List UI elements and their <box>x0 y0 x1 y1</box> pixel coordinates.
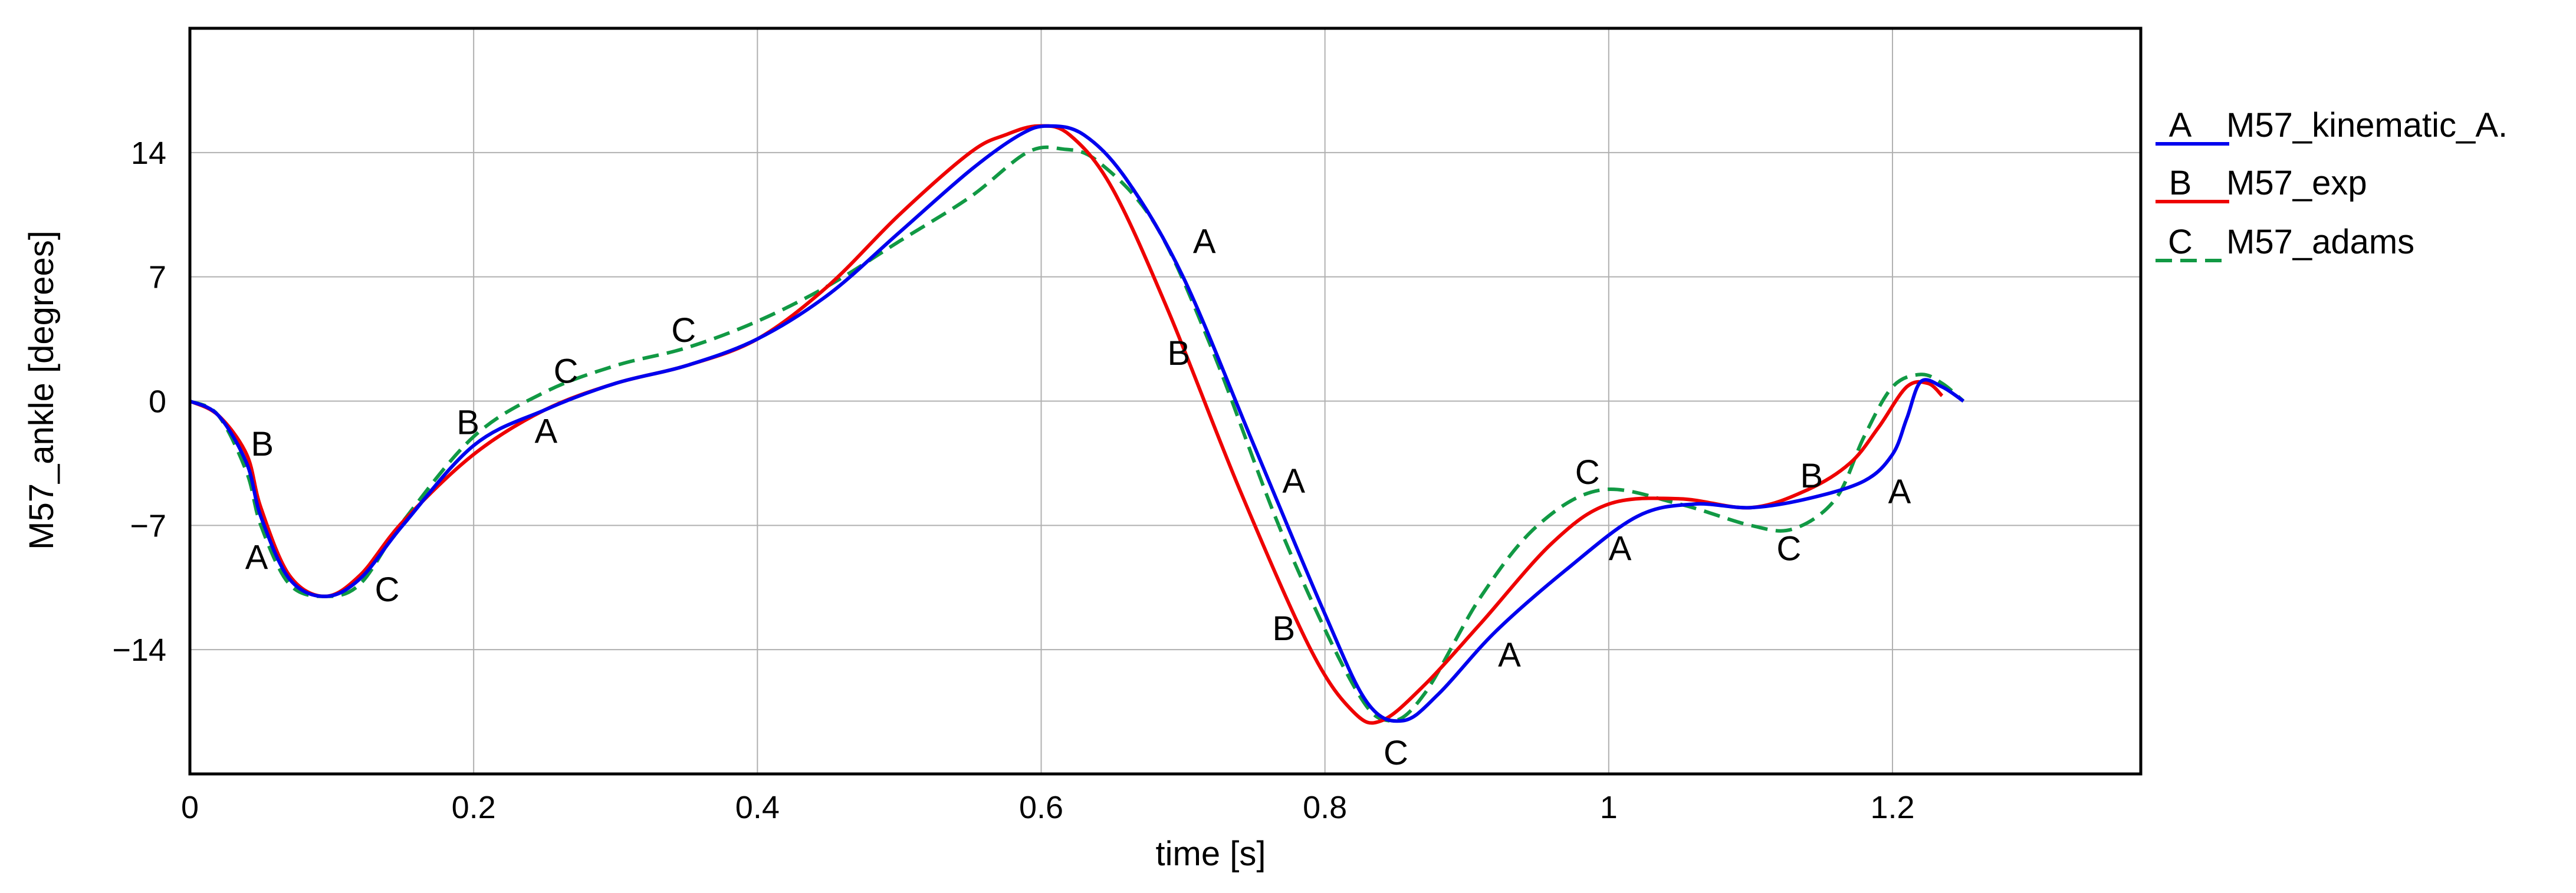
series-group <box>189 124 1965 725</box>
x-tick-label: 1.2 <box>1870 790 1914 825</box>
x-tick-label: 0.8 <box>1303 790 1347 825</box>
series-line-a <box>189 124 1965 723</box>
curve-marker-c: C <box>1384 734 1408 772</box>
curve-marker-a: A <box>245 539 268 577</box>
curve-marker-a: A <box>535 413 558 451</box>
x-tick-label: 0.6 <box>1019 790 1063 825</box>
curve-marker-c: C <box>1776 529 1801 568</box>
x-tick-label: 0.2 <box>452 790 496 825</box>
y-tick-label: 7 <box>149 260 166 295</box>
curve-marker-c: C <box>671 311 696 350</box>
y-tick-label: 0 <box>149 384 166 420</box>
curve-marker-a: A <box>1282 462 1305 500</box>
curve-marker-c: C <box>554 352 579 390</box>
legend-marker-a: A <box>2169 106 2192 144</box>
legend-marker-c: C <box>2168 223 2193 261</box>
plot-frame <box>188 27 2143 776</box>
curve-marker-c: C <box>374 571 399 609</box>
curve-marker-a: A <box>1609 529 1632 568</box>
series-line-b <box>189 124 1944 725</box>
y-axis-label: M57_ankle [degrees] <box>22 230 61 550</box>
y-tick-label: −7 <box>130 508 166 543</box>
curve-marker-c: C <box>1575 453 1600 492</box>
y-tick-label: −14 <box>112 632 166 668</box>
y-tick-label: 14 <box>131 136 166 171</box>
tick-labels: 0 0.2 0.4 0.6 0.8 1 1.2 14 7 0 −7 −14 <box>112 136 1914 825</box>
x-tick-label: 1 <box>1600 790 1618 825</box>
curve-marker-b: B <box>1273 609 1296 648</box>
curve-marker-b: B <box>456 404 479 442</box>
legend-label-c: M57_adams <box>2226 223 2414 261</box>
curve-marker-b: B <box>251 425 274 463</box>
curve-marker-a: A <box>1888 473 1911 511</box>
curve-marker-b: B <box>1800 457 1823 495</box>
legend-marker-b: B <box>2169 164 2192 202</box>
legend: A M57_kinematic_A. B M57_exp C M57_adams <box>2156 106 2508 262</box>
legend-label-a: M57_kinematic_A. <box>2226 106 2508 144</box>
x-tick-label: 0 <box>181 790 199 825</box>
grid <box>189 28 2141 774</box>
curve-marker-a: A <box>1193 222 1216 261</box>
curve-marker-a: A <box>1498 636 1521 674</box>
curve-marker-b: B <box>1168 334 1191 373</box>
legend-label-b: M57_exp <box>2226 164 2367 202</box>
x-tick-label: 0.4 <box>735 790 780 825</box>
x-axis-label: time [s] <box>1156 835 1266 873</box>
